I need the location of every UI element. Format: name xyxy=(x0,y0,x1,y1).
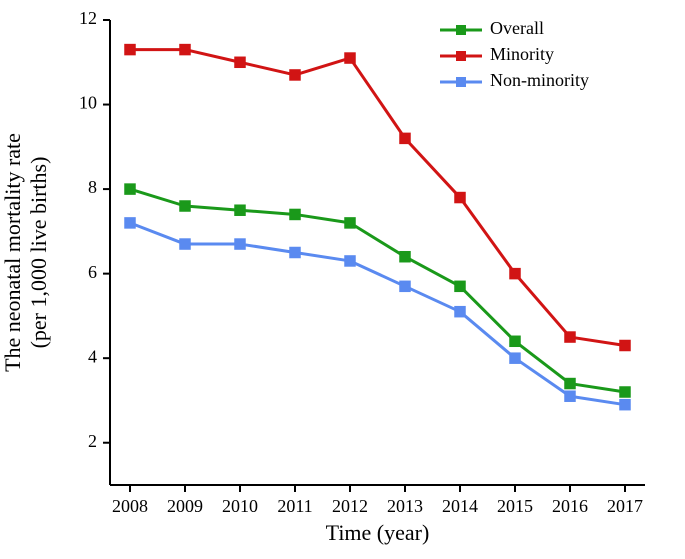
series-marker xyxy=(180,239,190,249)
y-tick-label: 8 xyxy=(88,177,97,197)
legend-label: Overall xyxy=(490,18,544,38)
series-line-overall xyxy=(130,189,625,392)
x-tick-label: 2008 xyxy=(112,496,148,516)
x-tick-label: 2010 xyxy=(222,496,258,516)
legend-swatch-marker xyxy=(456,77,466,87)
series-marker xyxy=(455,307,465,317)
x-tick-label: 2011 xyxy=(277,496,312,516)
x-tick-label: 2013 xyxy=(387,496,423,516)
series-marker xyxy=(510,336,520,346)
x-axis-label: Time (year) xyxy=(326,520,430,545)
legend-label: Minority xyxy=(490,44,554,64)
series-marker xyxy=(180,45,190,55)
series-marker xyxy=(620,387,630,397)
y-tick-label: 4 xyxy=(88,346,97,366)
series-marker xyxy=(345,218,355,228)
series-marker xyxy=(400,252,410,262)
legend-swatch-marker xyxy=(456,25,466,35)
chart-svg: 2 4 6 8 10 12 2008 2009 2010 2011 2012 2013 2014 2015… xyxy=(0,0,685,559)
y-axis-label-line1: The neonatal mortality rate xyxy=(0,133,25,372)
series-marker xyxy=(400,281,410,291)
x-tick-label: 2012 xyxy=(332,496,368,516)
series-line-minority xyxy=(130,50,625,346)
x-tick-label: 2014 xyxy=(442,496,478,516)
series-marker xyxy=(290,209,300,219)
y-axis-label-line2: (per 1,000 live births) xyxy=(26,157,51,349)
series-marker xyxy=(235,57,245,67)
series-marker xyxy=(345,256,355,266)
series-marker xyxy=(290,248,300,258)
y-tick-label: 2 xyxy=(88,431,97,451)
mortality-line-chart: 2 4 6 8 10 12 2008 2009 2010 2011 2012 2013 2014 2015… xyxy=(0,0,685,559)
y-tick-label: 10 xyxy=(79,93,97,113)
x-tick-label: 2009 xyxy=(167,496,203,516)
series-marker xyxy=(455,193,465,203)
series-marker xyxy=(565,391,575,401)
series-marker xyxy=(125,218,135,228)
series-marker xyxy=(180,201,190,211)
series-marker xyxy=(235,239,245,249)
series-marker xyxy=(235,205,245,215)
series-marker xyxy=(620,341,630,351)
series-marker xyxy=(125,45,135,55)
y-tick-label: 6 xyxy=(88,262,97,282)
series-marker xyxy=(455,281,465,291)
series-marker xyxy=(565,379,575,389)
series-marker xyxy=(290,70,300,80)
legend-swatch-marker xyxy=(456,51,466,61)
series-marker xyxy=(620,400,630,410)
series-marker xyxy=(510,269,520,279)
series-marker xyxy=(565,332,575,342)
series-marker xyxy=(510,353,520,363)
series-marker xyxy=(400,133,410,143)
y-tick-label: 12 xyxy=(79,8,97,28)
series-marker xyxy=(125,184,135,194)
x-tick-label: 2016 xyxy=(552,496,588,516)
x-tick-label: 2015 xyxy=(497,496,533,516)
series-marker xyxy=(345,53,355,63)
y-axis-label-group: The neonatal mortality rate(per 1,000 li… xyxy=(0,133,51,372)
legend-label: Non-minority xyxy=(490,70,589,90)
x-tick-label: 2017 xyxy=(607,496,643,516)
